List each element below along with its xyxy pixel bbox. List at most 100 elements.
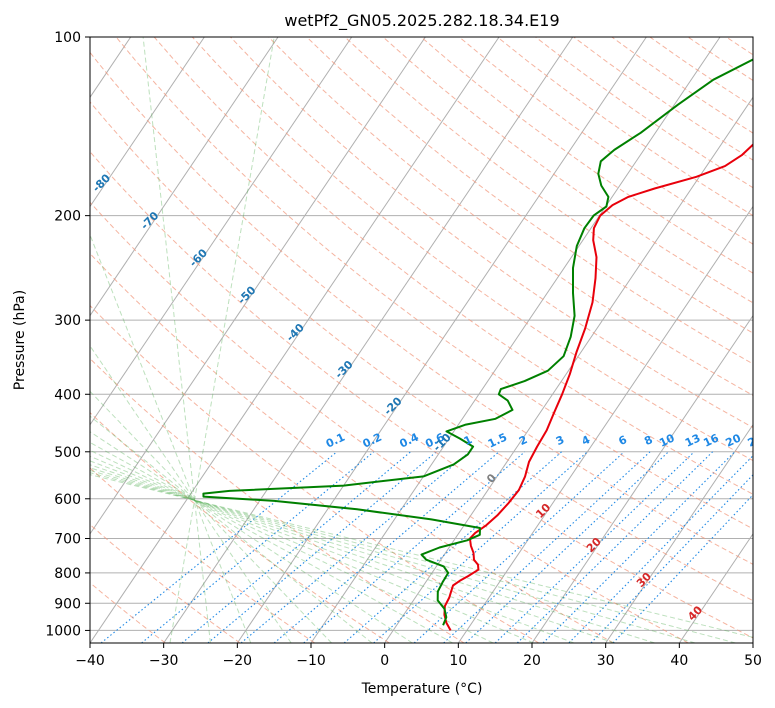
mixing-ratio-label: 16 xyxy=(701,431,721,449)
y-tick-label: 1000 xyxy=(45,623,81,639)
mixing-ratio-line xyxy=(373,451,588,643)
dry-adiabat-label: -90 xyxy=(44,131,67,154)
isotherm-gridline xyxy=(90,37,205,208)
mixing-ratio-label: 20 xyxy=(724,431,744,449)
dry-adiabat-label: -50 xyxy=(235,283,258,306)
x-tick-label: −30 xyxy=(149,653,179,669)
isotherm-gridline xyxy=(531,314,753,643)
dry-adiabat xyxy=(611,37,753,134)
axes: −40 −30 −20 −10 0 10 20 30 40 5010009008007006005… xyxy=(45,30,762,669)
moist-adiabat xyxy=(90,233,252,643)
isotherm-gridline xyxy=(163,37,574,643)
plot-frame xyxy=(89,36,754,644)
x-tick-label: 40 xyxy=(670,653,688,669)
y-tick-label: 400 xyxy=(54,387,81,403)
mixing-ratio-label: 2 xyxy=(517,433,529,448)
mixing-ratio-line xyxy=(590,474,753,643)
mixing-ratio-label: 30 xyxy=(764,431,775,449)
moist-adiabat xyxy=(90,449,494,643)
dry-adiabat-label: 40 xyxy=(685,603,705,623)
dry-adiabat xyxy=(497,37,753,217)
moist-adiabat xyxy=(90,464,615,643)
mixing-ratio-line xyxy=(273,451,500,643)
mixing-ratio-label: 3 xyxy=(554,433,566,448)
mixing-ratio-label: 13 xyxy=(683,431,702,449)
dry-adiabat xyxy=(382,37,753,304)
dry-adiabat-label: 10 xyxy=(533,501,553,521)
dry-adiabat xyxy=(90,467,315,643)
isotherm-gridline xyxy=(384,96,753,643)
moist-adiabat xyxy=(142,37,211,643)
isotherm-gridline xyxy=(90,37,353,426)
mixing-ratio-label: 0.1 xyxy=(324,431,347,451)
dry-adiabat xyxy=(90,582,166,643)
isotherm-gridline xyxy=(752,642,753,643)
x-tick-label: 10 xyxy=(449,653,467,669)
mixing-ratio-label: 25 xyxy=(746,431,765,449)
moist-adiabat xyxy=(90,474,753,638)
mixing-ratio-line xyxy=(141,451,375,643)
moist-adiabat xyxy=(90,469,696,643)
moist-adiabat xyxy=(90,472,736,643)
mixing-ratio-line xyxy=(240,451,470,643)
dry-adiabat xyxy=(90,150,753,639)
temperature-profile-line xyxy=(443,143,753,631)
background-lines xyxy=(0,37,753,643)
dry-adiabat xyxy=(230,37,753,429)
dry-adiabat xyxy=(535,37,753,189)
dry-adiabat xyxy=(306,37,753,365)
mixing-ratio-line xyxy=(568,454,753,643)
mixing-ratio-line xyxy=(181,451,411,643)
horizontal-gridlines xyxy=(90,36,753,631)
isotherm-gridline xyxy=(236,37,647,643)
isotherm-gridline xyxy=(0,37,57,643)
dry-adiabat-label: 20 xyxy=(584,535,604,555)
x-tick-label: 30 xyxy=(597,653,615,669)
dewpoint-profile-line xyxy=(202,58,753,626)
mixing-ratio-label: 10 xyxy=(657,431,677,449)
y-tick-label: 100 xyxy=(54,30,81,46)
dry-adiabat xyxy=(90,252,614,643)
dry-adiabat-label: -100 xyxy=(0,88,24,117)
y-tick-label: 900 xyxy=(54,596,81,612)
dry-adiabat xyxy=(90,523,241,643)
mixing-ratio-label: 0.4 xyxy=(398,430,421,450)
y-tick-label: 200 xyxy=(54,209,81,225)
dry-adiabat xyxy=(458,37,753,245)
y-tick-label: 500 xyxy=(54,445,81,461)
moist-adiabat xyxy=(90,455,534,643)
x-tick-label: 50 xyxy=(744,653,762,669)
dry-adiabat xyxy=(90,412,390,643)
dry-adiabat xyxy=(687,37,753,82)
mixing-ratio-line xyxy=(516,451,714,643)
mixing-ratio-line xyxy=(542,451,736,643)
isotherm-gridline xyxy=(457,205,753,643)
mixing-ratio-label: 1.5 xyxy=(486,431,509,451)
x-tick-label: 20 xyxy=(523,653,541,669)
dry-adiabat xyxy=(115,37,753,530)
mixing-ratio-label: 0.2 xyxy=(361,431,384,451)
dry-adiabat-label: -30 xyxy=(332,358,355,381)
chart-title: wetPf2_GN05.2025.282.18.34.E19 xyxy=(284,11,559,31)
dry-adiabat xyxy=(725,37,753,56)
x-tick-label: 0 xyxy=(380,653,389,669)
dry-adiabat-label: -20 xyxy=(381,394,404,417)
y-tick-label: 300 xyxy=(54,313,81,329)
mixing-ratio-label: 6 xyxy=(617,433,630,448)
dry-adiabat-label: -80 xyxy=(90,171,113,194)
isotherm-gridline xyxy=(90,37,426,535)
moist-adiabat xyxy=(90,415,373,643)
dry-adiabat xyxy=(191,37,753,462)
isotherm-gridline xyxy=(90,37,279,317)
y-tick-label: 700 xyxy=(54,532,81,548)
mixing-ratio-line xyxy=(465,451,669,643)
dry-adiabat xyxy=(90,101,753,602)
dry-adiabat xyxy=(344,37,753,334)
mixing-ratio-line xyxy=(100,451,338,643)
mixing-ratio-line xyxy=(443,451,651,643)
y-axis-title: Pressure (hPa) xyxy=(12,290,28,390)
mixing-ratio-line xyxy=(413,451,625,643)
isotherm-gridline xyxy=(605,423,753,643)
x-tick-label: −20 xyxy=(223,653,253,669)
dry-adiabat-label: 0 xyxy=(484,471,499,486)
